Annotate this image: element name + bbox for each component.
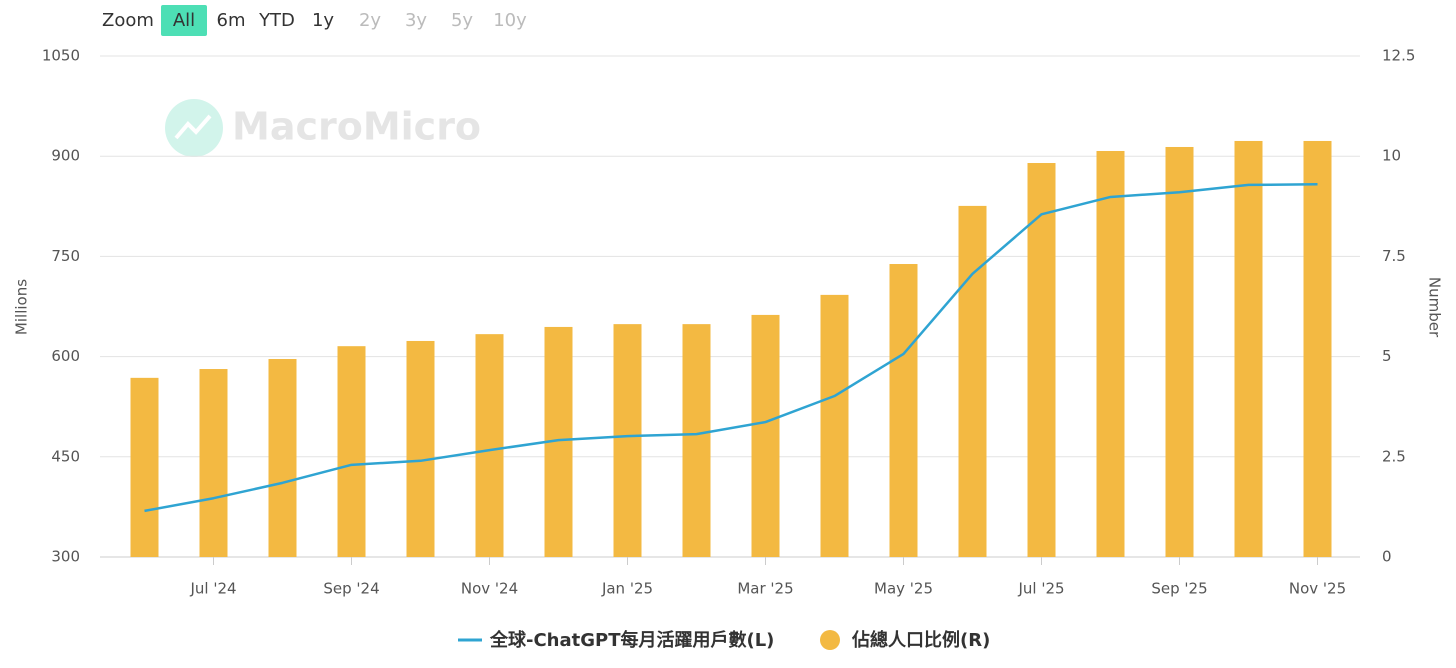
x-tick-label: Jul '24 [189,580,236,598]
zoom-button[interactable]: All [173,10,195,31]
x-tick-label: Sep '24 [323,580,379,598]
y-tick-label: 1050 [42,47,80,65]
y2-tick-label: 0 [1382,548,1392,566]
zoom-label: Zoom [102,10,154,31]
x-tick-label: Jul '25 [1017,580,1064,598]
x-tick-label: May '25 [874,580,933,598]
y-tick-label: 900 [51,147,80,165]
watermark-logo-line [174,114,212,140]
y-tick-label: 300 [51,548,80,566]
legend-swatch [820,630,840,650]
zoom-bar: Zoom All 6m YTD 1y 2y 3y 5y 10y [102,5,527,36]
zoom-button[interactable]: YTD [258,10,295,31]
y-axis-title: Millions [13,279,31,335]
bar [751,314,780,557]
x-tick-label: Nov '24 [461,580,518,598]
bar [199,369,228,557]
bar [406,340,435,557]
bar [889,264,918,557]
bar [268,359,297,557]
y-tick-label: 450 [51,447,80,465]
bar [1096,150,1125,557]
y-tick-label: 600 [51,347,80,365]
y2-tick-label: 10 [1382,147,1401,165]
x-tick-label: Jan '25 [601,580,653,598]
zoom-button[interactable]: 2y [359,10,381,31]
zoom-button[interactable]: 5y [451,10,473,31]
legend-label[interactable]: 全球-ChatGPT每月活躍用戶數(L) [489,629,774,651]
bar [820,294,849,557]
y2-tick-label: 2.5 [1382,447,1406,465]
zoom-button[interactable]: 6m [217,10,246,31]
legend-label[interactable]: 佔總人口比例(R) [851,629,990,651]
bar [682,324,711,557]
bar [130,377,159,557]
y-tick-label: 750 [51,247,80,265]
x-tick-label: Nov '25 [1289,580,1346,598]
x-tick-label: Mar '25 [737,580,793,598]
zoom-button[interactable]: 3y [405,10,427,31]
watermark: MacroMicro [165,99,481,157]
bar [1234,140,1263,557]
bar [613,324,642,557]
bar [958,205,987,557]
watermark-logo [165,99,223,157]
y2-tick-label: 12.5 [1382,47,1415,65]
zoom-button[interactable]: 1y [312,10,334,31]
bar [337,346,366,557]
zoom-button[interactable]: 10y [493,10,527,31]
bar [1303,140,1332,557]
line [144,183,1318,513]
y2-tick-label: 5 [1382,347,1392,365]
zoom-button-bg [161,5,207,36]
watermark-text: MacroMicro [232,105,481,149]
bar [1165,146,1194,557]
y2-axis-title: Number [1426,277,1444,338]
x-tick-label: Sep '25 [1151,580,1207,598]
bar [1027,163,1056,557]
y2-tick-label: 7.5 [1382,247,1406,265]
bar [475,334,504,557]
